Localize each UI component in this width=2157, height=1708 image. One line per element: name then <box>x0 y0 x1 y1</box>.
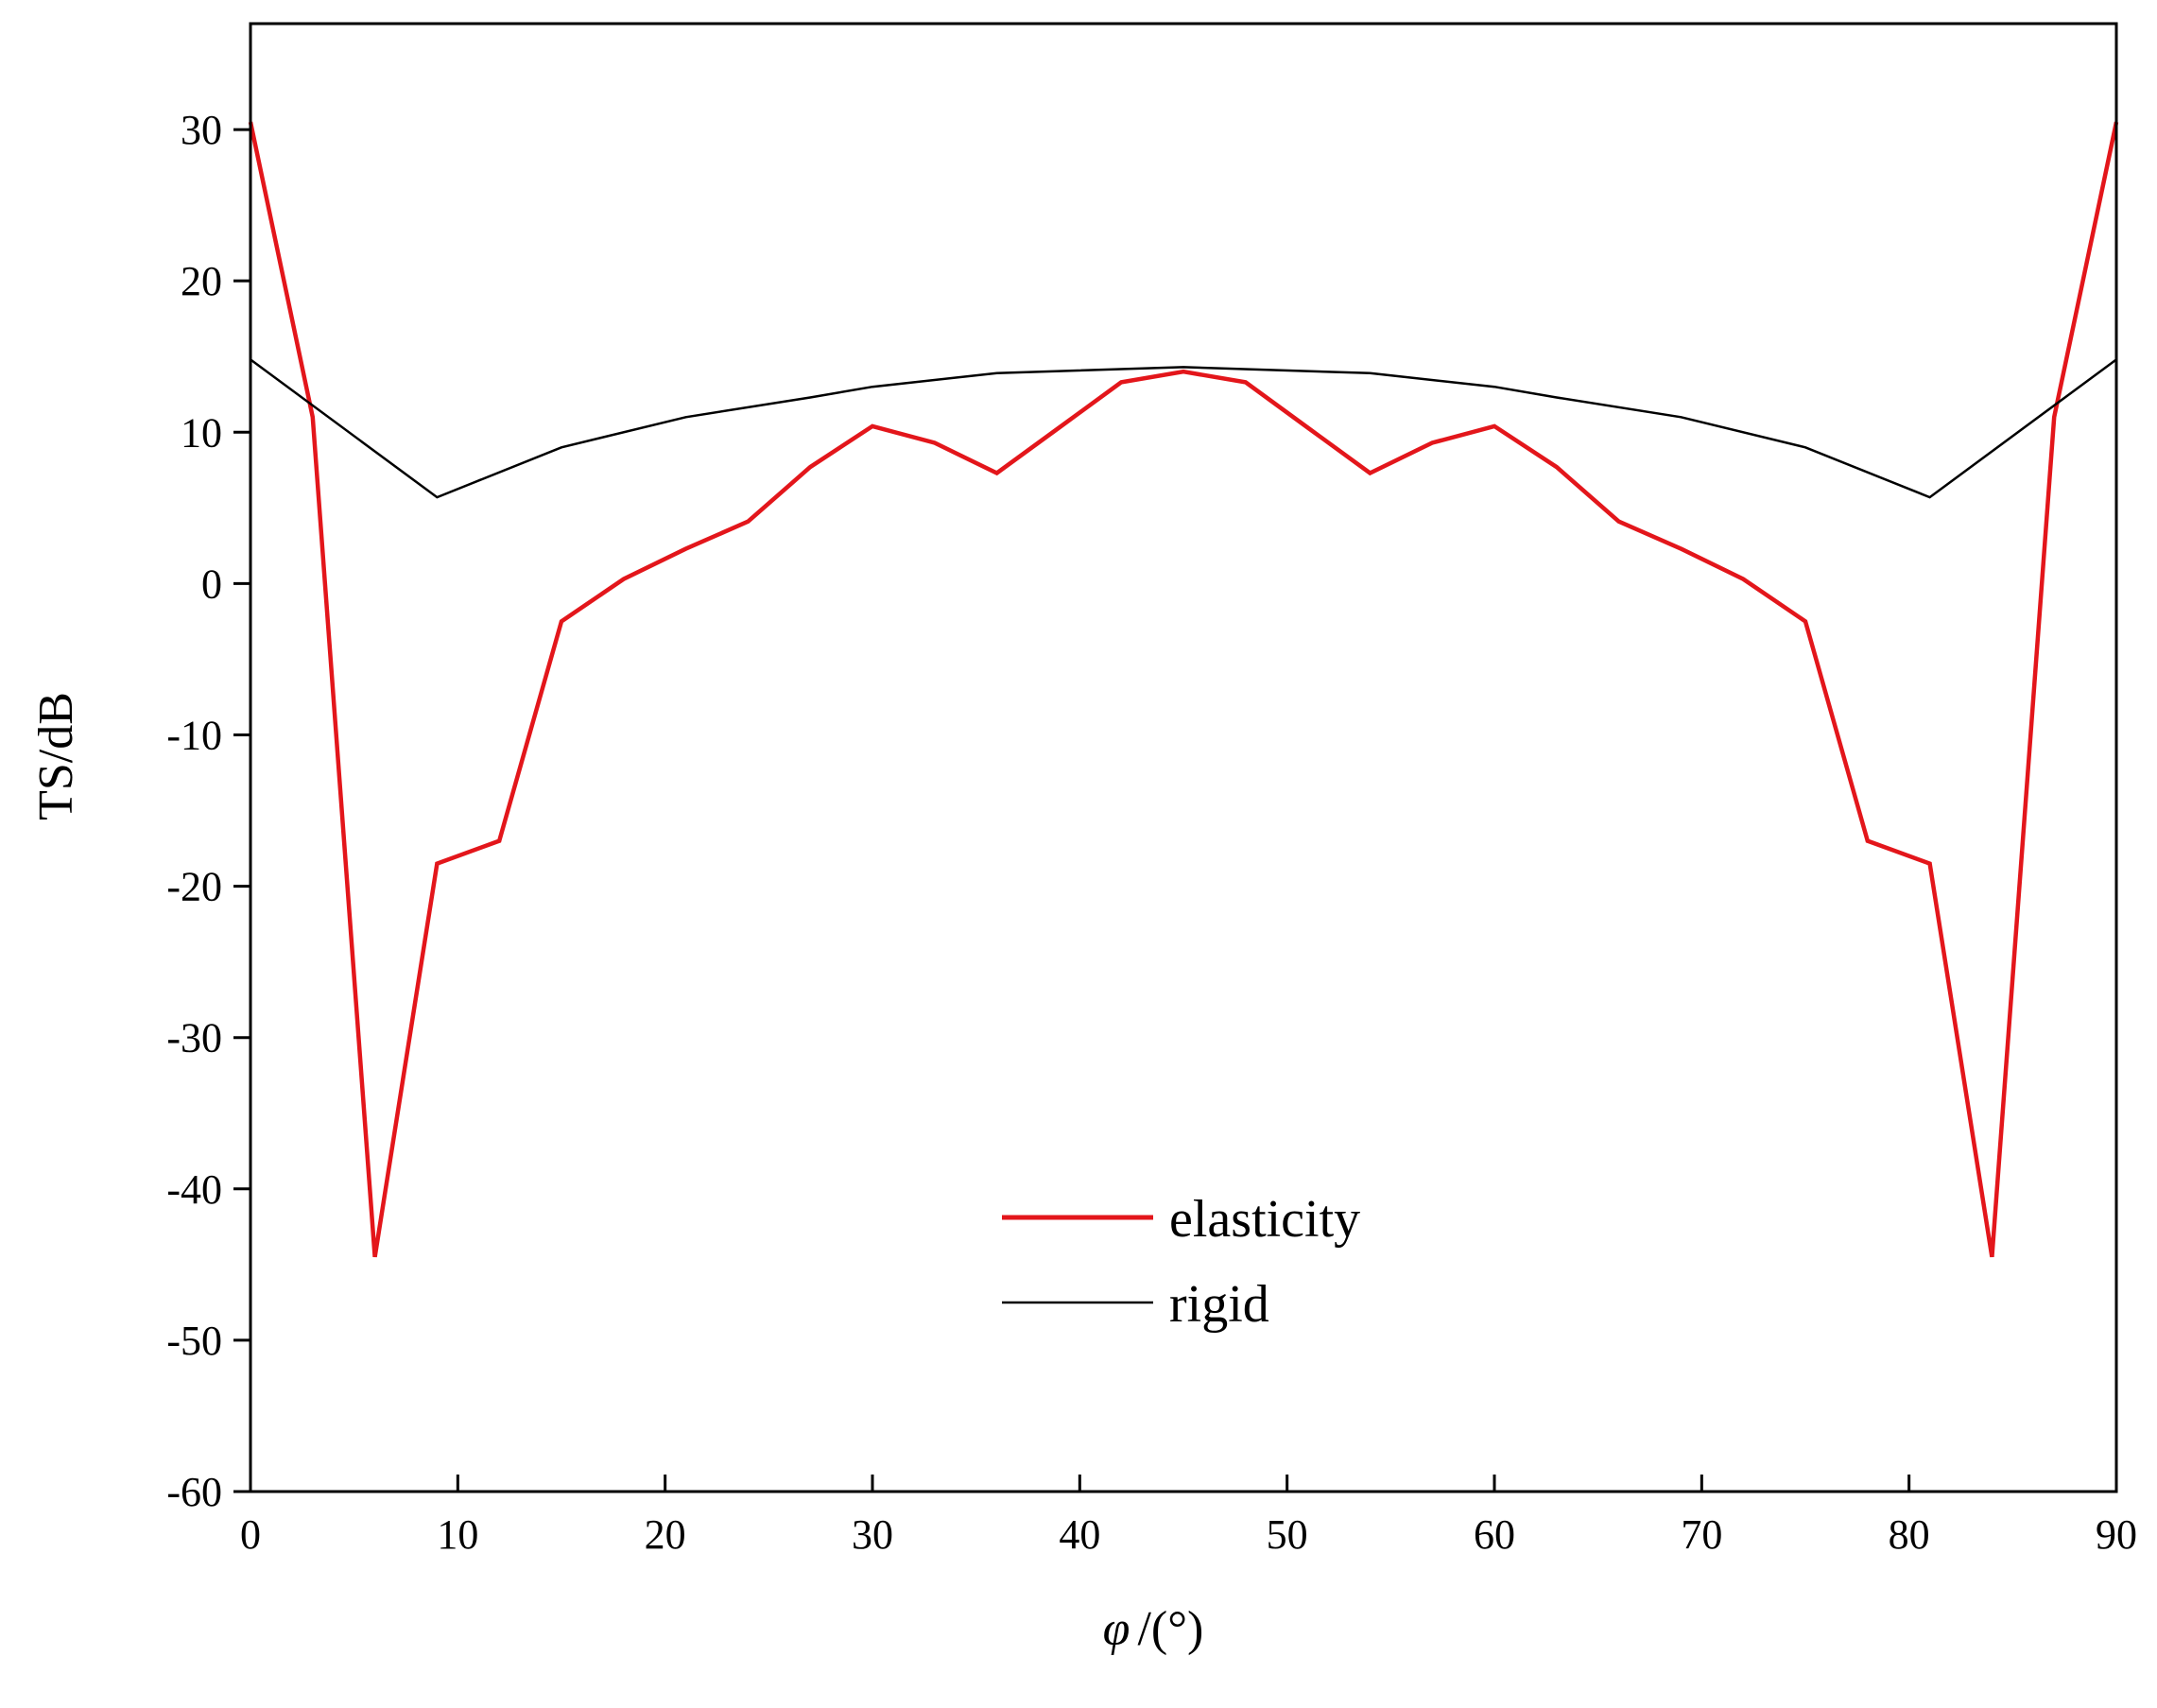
x-tick-label-50: 50 <box>1267 1511 1308 1558</box>
y-tick-label--20: -20 <box>166 864 222 910</box>
legend-label-elasticity: elasticity <box>1169 1190 1360 1249</box>
legend: elasticity rigid <box>1002 1190 1360 1334</box>
y-tick-label--10: -10 <box>166 712 222 758</box>
x-axis-ticks: 0 10 20 30 40 50 60 70 80 90 <box>240 1475 2137 1558</box>
x-tick-label-30: 30 <box>852 1511 893 1558</box>
x-tick-label-20: 20 <box>645 1511 686 1558</box>
x-axis-unit: /(°) <box>1137 1602 1203 1656</box>
y-tick-label-20: 20 <box>181 258 222 304</box>
legend-label-rigid: rigid <box>1169 1275 1269 1334</box>
y-tick-label--50: -50 <box>166 1318 222 1364</box>
x-tick-label-0: 0 <box>240 1511 261 1558</box>
series-line-rigid <box>250 358 2117 499</box>
x-axis-symbol: φ <box>1103 1602 1130 1656</box>
x-tick-label-80: 80 <box>1889 1511 1930 1558</box>
x-axis-title: φ/(°) <box>1103 1602 1204 1656</box>
y-tick-label--60: -60 <box>166 1469 222 1515</box>
series-layer <box>248 121 2119 1258</box>
x-tick-label-70: 70 <box>1681 1511 1722 1558</box>
x-tick-label-10: 10 <box>437 1511 478 1558</box>
y-tick-label-30: 30 <box>181 107 222 153</box>
plot-frame <box>249 22 2118 1493</box>
x-tick-label-90: 90 <box>2096 1511 2137 1558</box>
y-tick-label--40: -40 <box>166 1166 222 1213</box>
x-tick-label-60: 60 <box>1474 1511 1515 1558</box>
y-tick-label-10: 10 <box>181 409 222 456</box>
y-axis-ticks: -60 -50 -40 -30 -20 -10 0 10 20 30 <box>166 107 250 1515</box>
x-tick-label-40: 40 <box>1059 1511 1100 1558</box>
y-tick-label--30: -30 <box>166 1015 222 1061</box>
y-axis-title: TS/dB <box>29 692 83 820</box>
series-line-elasticity <box>248 121 2119 1258</box>
y-tick-label-0: 0 <box>201 561 222 607</box>
